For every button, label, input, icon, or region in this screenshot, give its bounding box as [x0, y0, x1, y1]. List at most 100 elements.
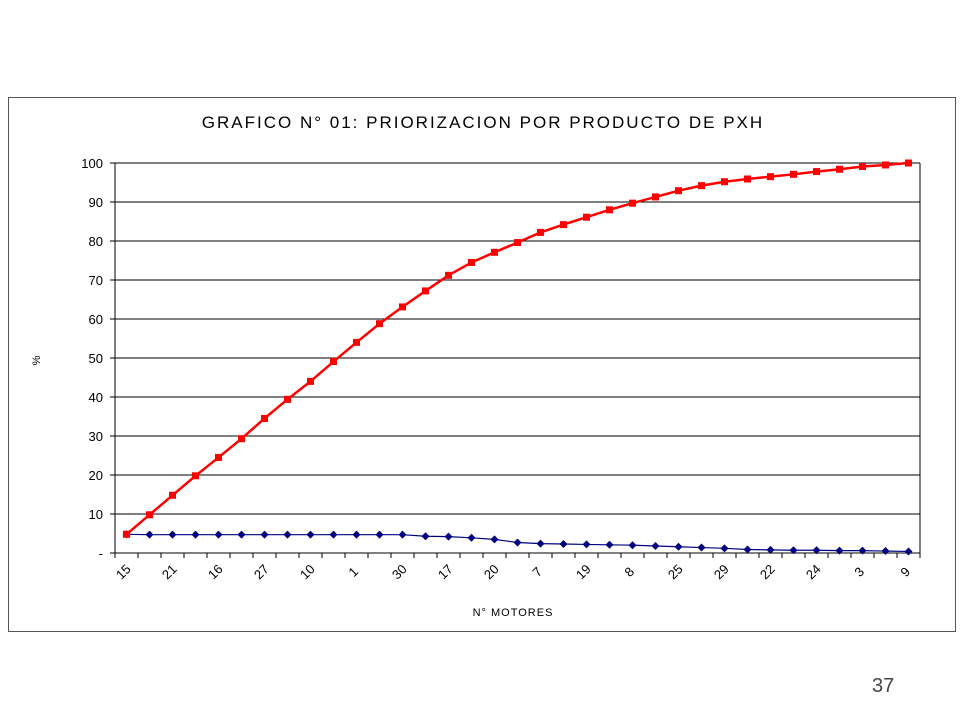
x-axis-label: N° MOTORES — [473, 607, 554, 619]
data-point — [398, 530, 407, 539]
data-point — [697, 543, 706, 552]
data-point — [307, 377, 314, 385]
data-point — [583, 213, 590, 221]
y-tick-label: 80 — [89, 234, 103, 249]
data-point — [260, 530, 269, 539]
data-point — [261, 414, 268, 422]
data-point — [790, 170, 797, 178]
gridlines — [115, 162, 920, 515]
data-point — [146, 511, 153, 519]
x-tick-label: 8 — [621, 564, 637, 580]
x-tick-label: 27 — [251, 561, 272, 582]
chart-plot: - 10 20 30 40 50 60 70 80 90 100 15 21 16 27 10 1 30 17 20… — [31, 156, 921, 619]
y-tick-label: 100 — [81, 156, 103, 171]
x-tick-label: 25 — [665, 561, 686, 582]
data-point — [215, 453, 222, 461]
data-point — [652, 193, 659, 201]
data-point — [306, 530, 315, 539]
x-tick-label: 29 — [711, 561, 732, 582]
axes — [110, 162, 921, 558]
data-point — [629, 199, 636, 207]
y-tick-label: 30 — [89, 429, 103, 444]
y-tick-labels: - 10 20 30 40 50 60 70 80 90 100 — [81, 156, 103, 561]
series-line — [125, 161, 909, 536]
data-point — [789, 546, 798, 555]
y-tick-label: 70 — [89, 273, 103, 288]
x-tick-label: 10 — [297, 561, 318, 582]
chart-frame: GRAFICO N° 01: PRIORIZACION POR PRODUCTO… — [8, 97, 956, 632]
data-point — [191, 530, 200, 539]
data-point — [192, 472, 199, 480]
data-point — [698, 182, 705, 190]
y-tick-label: 20 — [89, 468, 103, 483]
data-point — [605, 540, 614, 549]
data-point — [767, 173, 774, 181]
data-point — [813, 168, 820, 176]
x-tick-label: 3 — [851, 564, 867, 580]
data-point — [859, 163, 866, 171]
y-tick-label: - — [99, 546, 103, 561]
series-2 — [123, 159, 912, 538]
data-point — [353, 338, 360, 346]
data-point — [881, 547, 890, 556]
data-point — [399, 303, 406, 311]
data-point — [560, 221, 567, 229]
data-point — [283, 530, 292, 539]
data-point — [375, 530, 384, 539]
x-tick-label: 17 — [435, 561, 456, 582]
data-point — [743, 545, 752, 554]
series-1 — [122, 530, 913, 556]
y-tick-label: 60 — [89, 312, 103, 327]
data-point — [467, 533, 476, 542]
data-point — [858, 546, 867, 555]
data-point — [329, 530, 338, 539]
data-point — [766, 545, 775, 554]
x-tick-labels: 15 21 16 27 10 1 30 17 20 7 19 8 25 29 22 24 3 9 — [113, 561, 913, 582]
data-point — [721, 178, 728, 186]
data-point — [468, 258, 475, 266]
series — [122, 159, 913, 556]
data-point — [513, 538, 522, 547]
data-point — [376, 320, 383, 328]
data-point — [720, 544, 729, 553]
data-point — [536, 539, 545, 548]
y-tick-label: 40 — [89, 390, 103, 405]
data-point — [651, 541, 660, 550]
data-point — [674, 542, 683, 551]
data-point — [123, 530, 130, 538]
data-point — [421, 532, 430, 541]
data-point — [237, 530, 246, 539]
y-tick-label: 90 — [89, 195, 103, 210]
data-point — [490, 535, 499, 544]
data-point — [836, 165, 843, 173]
data-point — [445, 271, 452, 279]
data-point — [812, 546, 821, 555]
x-tick-label: 7 — [529, 564, 545, 580]
data-point — [744, 175, 751, 183]
data-point — [606, 206, 613, 214]
x-tick-label: 19 — [573, 561, 594, 582]
data-point — [835, 546, 844, 555]
data-point — [904, 547, 913, 556]
data-point — [330, 358, 337, 366]
data-point — [444, 532, 453, 541]
data-point — [284, 395, 291, 403]
x-tick-label: 30 — [389, 561, 410, 582]
x-tick-label: 21 — [159, 561, 180, 582]
data-point — [491, 248, 498, 256]
x-tick-label: 15 — [113, 561, 134, 582]
data-point — [628, 541, 637, 550]
x-tick-label: 24 — [803, 561, 824, 582]
data-point — [238, 435, 245, 443]
data-point — [582, 540, 591, 549]
data-point — [905, 159, 912, 167]
data-point — [168, 530, 177, 539]
x-tick-label: 9 — [897, 564, 913, 580]
x-tick-label: 20 — [481, 561, 502, 582]
chart-title: GRAFICO N° 01: PRIORIZACION POR PRODUCTO… — [201, 113, 765, 132]
y-tick-label: 10 — [89, 507, 103, 522]
data-point — [352, 530, 361, 539]
y-tick-label: 50 — [89, 351, 103, 366]
data-point — [214, 530, 223, 539]
data-point — [145, 530, 154, 539]
